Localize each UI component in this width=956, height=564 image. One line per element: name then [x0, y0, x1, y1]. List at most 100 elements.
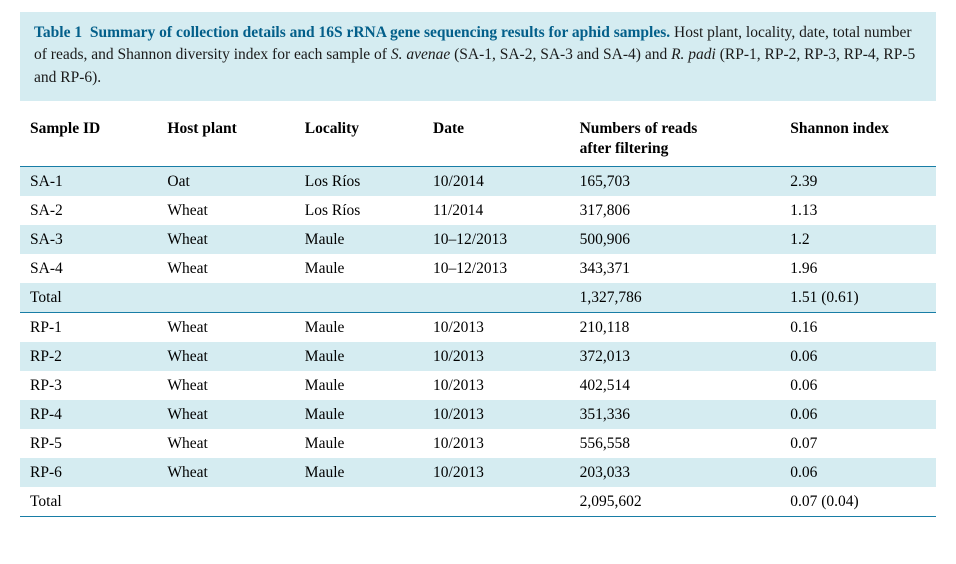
col-header-reads-l2: after filtering [580, 140, 669, 157]
cell-shannon: 1.13 [780, 196, 936, 225]
caption-species-1: S. avenae [391, 46, 450, 63]
cell-host: Wheat [157, 458, 294, 487]
table-row: SA-2 Wheat Los Ríos 11/2014 317,806 1.13 [20, 196, 936, 225]
cell-locality: Los Ríos [295, 196, 423, 225]
cell-date [423, 283, 570, 313]
table-row: SA-1 Oat Los Ríos 10/2014 165,703 2.39 [20, 167, 936, 197]
cell-locality: Maule [295, 313, 423, 343]
cell-date: 10–12/2013 [423, 254, 570, 283]
cell-sample: Total [20, 283, 157, 313]
cell-reads: 210,118 [570, 313, 781, 343]
cell-shannon: 0.16 [780, 313, 936, 343]
cell-locality: Los Ríos [295, 167, 423, 197]
cell-date: 10/2014 [423, 167, 570, 197]
cell-host [157, 283, 294, 313]
cell-reads: 500,906 [570, 225, 781, 254]
table-row: RP-6 Wheat Maule 10/2013 203,033 0.06 [20, 458, 936, 487]
cell-locality: Maule [295, 400, 423, 429]
cell-shannon: 0.06 [780, 400, 936, 429]
cell-shannon: 0.06 [780, 342, 936, 371]
data-table: Sample ID Host plant Locality Date Numbe… [20, 113, 936, 517]
cell-reads: 203,033 [570, 458, 781, 487]
cell-reads: 343,371 [570, 254, 781, 283]
caption-title: Summary of collection details and 16S rR… [90, 24, 670, 41]
cell-host: Wheat [157, 196, 294, 225]
cell-sample: RP-6 [20, 458, 157, 487]
col-header-host: Host plant [157, 113, 294, 166]
cell-sample: SA-3 [20, 225, 157, 254]
cell-reads: 165,703 [570, 167, 781, 197]
cell-reads: 351,336 [570, 400, 781, 429]
table-row: SA-4 Wheat Maule 10–12/2013 343,371 1.96 [20, 254, 936, 283]
col-header-shannon: Shannon index [780, 113, 936, 166]
table-row: RP-5 Wheat Maule 10/2013 556,558 0.07 [20, 429, 936, 458]
col-header-sample: Sample ID [20, 113, 157, 166]
cell-host: Wheat [157, 254, 294, 283]
cell-sample: SA-4 [20, 254, 157, 283]
cell-reads: 1,327,786 [570, 283, 781, 313]
cell-date: 10/2013 [423, 400, 570, 429]
caption-body-mid: (SA-1, SA-2, SA-3 and SA-4) and [450, 46, 671, 63]
table-row: RP-3 Wheat Maule 10/2013 402,514 0.06 [20, 371, 936, 400]
cell-reads: 372,013 [570, 342, 781, 371]
caption-species-2: R. padi [671, 46, 716, 63]
cell-host [157, 487, 294, 517]
cell-sample: RP-2 [20, 342, 157, 371]
cell-sample: RP-3 [20, 371, 157, 400]
col-header-date: Date [423, 113, 570, 166]
cell-locality: Maule [295, 225, 423, 254]
col-header-locality: Locality [295, 113, 423, 166]
cell-locality: Maule [295, 458, 423, 487]
table-row: RP-1 Wheat Maule 10/2013 210,118 0.16 [20, 313, 936, 343]
cell-host: Oat [157, 167, 294, 197]
cell-reads: 556,558 [570, 429, 781, 458]
cell-host: Wheat [157, 429, 294, 458]
table-caption: Table 1 Summary of collection details an… [20, 12, 936, 101]
cell-reads: 2,095,602 [570, 487, 781, 517]
cell-sample: RP-1 [20, 313, 157, 343]
col-header-reads-l1: Numbers of reads [580, 120, 698, 137]
cell-locality [295, 283, 423, 313]
cell-shannon: 0.06 [780, 458, 936, 487]
cell-shannon: 0.06 [780, 371, 936, 400]
cell-sample: RP-4 [20, 400, 157, 429]
cell-shannon: 1.96 [780, 254, 936, 283]
cell-shannon: 2.39 [780, 167, 936, 197]
cell-date: 10–12/2013 [423, 225, 570, 254]
cell-date: 11/2014 [423, 196, 570, 225]
cell-reads: 402,514 [570, 371, 781, 400]
cell-host: Wheat [157, 225, 294, 254]
cell-locality: Maule [295, 429, 423, 458]
cell-shannon: 1.2 [780, 225, 936, 254]
cell-sample: RP-5 [20, 429, 157, 458]
cell-locality: Maule [295, 371, 423, 400]
cell-shannon: 0.07 (0.04) [780, 487, 936, 517]
cell-locality [295, 487, 423, 517]
cell-date: 10/2013 [423, 458, 570, 487]
table-row: RP-4 Wheat Maule 10/2013 351,336 0.06 [20, 400, 936, 429]
cell-host: Wheat [157, 400, 294, 429]
cell-sample: Total [20, 487, 157, 517]
table-row-total: Total 2,095,602 0.07 (0.04) [20, 487, 936, 517]
cell-host: Wheat [157, 371, 294, 400]
table-row: RP-2 Wheat Maule 10/2013 372,013 0.06 [20, 342, 936, 371]
cell-reads: 317,806 [570, 196, 781, 225]
cell-sample: SA-1 [20, 167, 157, 197]
header-row: Sample ID Host plant Locality Date Numbe… [20, 113, 936, 166]
table-label: Table 1 [34, 24, 82, 41]
table-row: SA-3 Wheat Maule 10–12/2013 500,906 1.2 [20, 225, 936, 254]
cell-locality: Maule [295, 254, 423, 283]
table-row-total: Total 1,327,786 1.51 (0.61) [20, 283, 936, 313]
cell-host: Wheat [157, 313, 294, 343]
cell-sample: SA-2 [20, 196, 157, 225]
col-header-reads: Numbers of reads after filtering [570, 113, 781, 166]
cell-date: 10/2013 [423, 313, 570, 343]
cell-date: 10/2013 [423, 429, 570, 458]
cell-date: 10/2013 [423, 342, 570, 371]
cell-shannon: 1.51 (0.61) [780, 283, 936, 313]
cell-host: Wheat [157, 342, 294, 371]
cell-date [423, 487, 570, 517]
cell-date: 10/2013 [423, 371, 570, 400]
cell-locality: Maule [295, 342, 423, 371]
cell-shannon: 0.07 [780, 429, 936, 458]
